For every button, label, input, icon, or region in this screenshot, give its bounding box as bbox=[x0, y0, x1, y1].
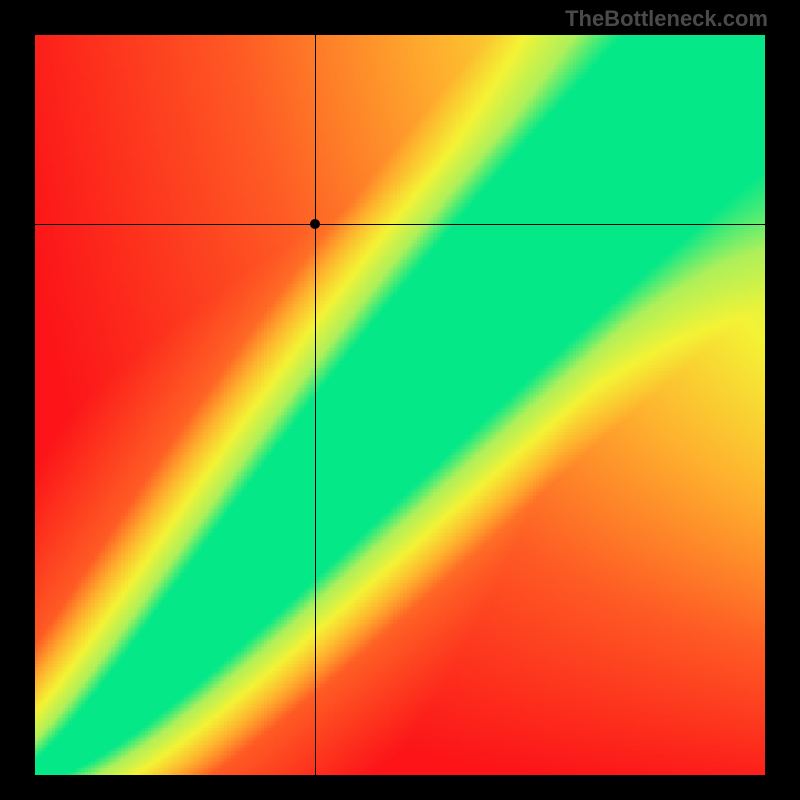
crosshair-horizontal bbox=[35, 224, 765, 225]
crosshair-vertical bbox=[315, 35, 316, 775]
bottleneck-heatmap bbox=[35, 35, 765, 775]
crosshair-marker bbox=[310, 219, 320, 229]
watermark-text: TheBottleneck.com bbox=[565, 6, 768, 32]
